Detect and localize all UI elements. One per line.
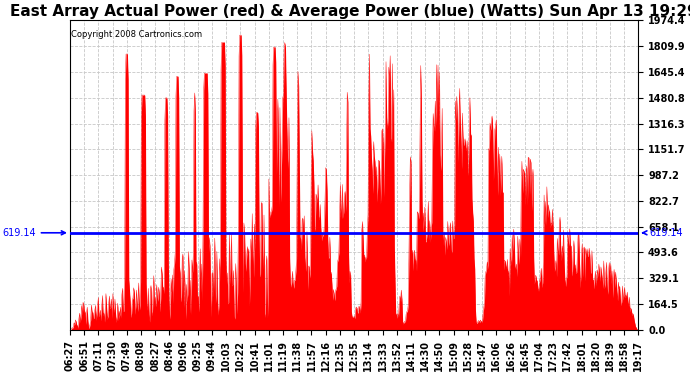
Text: Copyright 2008 Cartronics.com: Copyright 2008 Cartronics.com bbox=[71, 30, 202, 39]
Text: 619.14: 619.14 bbox=[643, 228, 683, 238]
Title: East Array Actual Power (red) & Average Power (blue) (Watts) Sun Apr 13 19:29: East Array Actual Power (red) & Average … bbox=[10, 4, 690, 19]
Text: 619.14: 619.14 bbox=[2, 228, 66, 238]
